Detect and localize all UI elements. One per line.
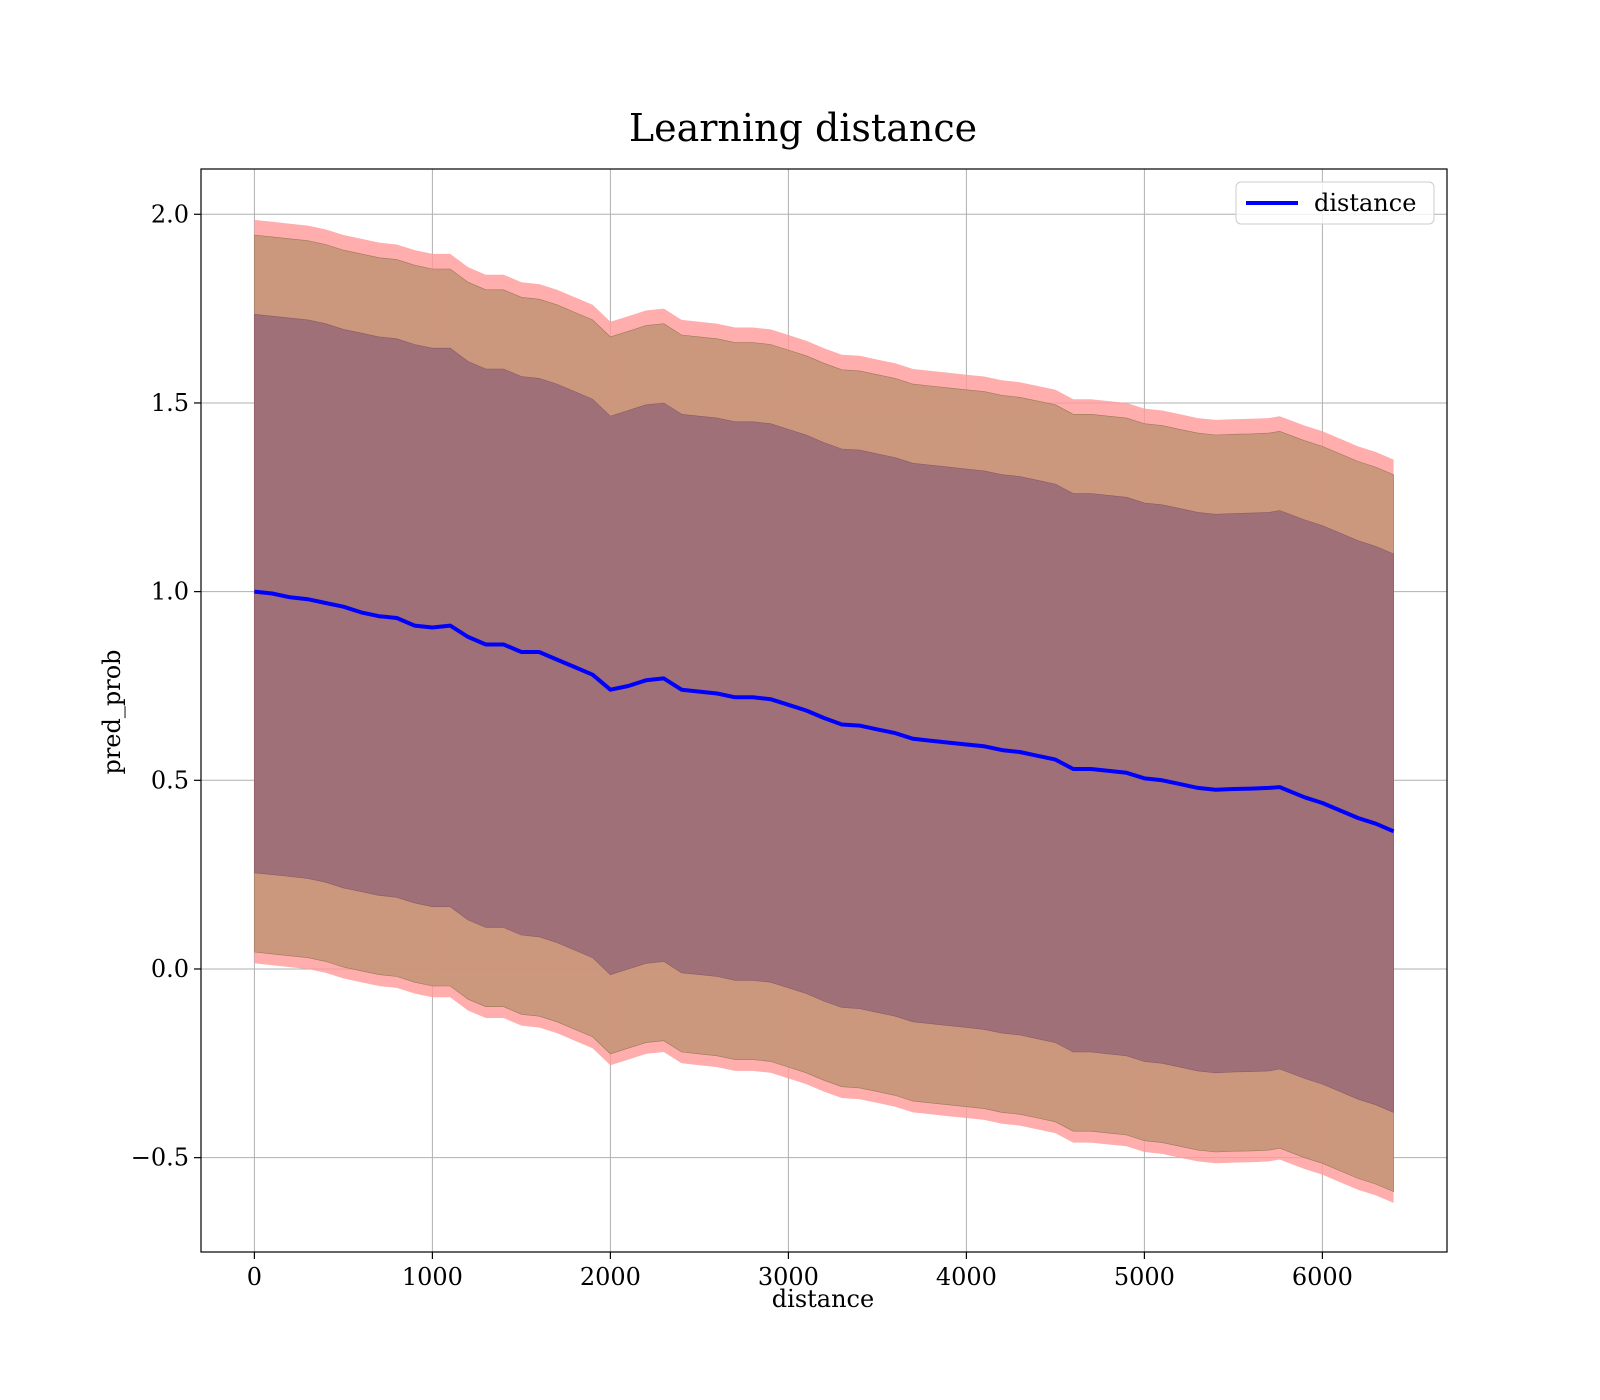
y-tick-label: −0.5 xyxy=(131,1144,189,1172)
x-tick-label: 2000 xyxy=(580,1263,641,1291)
x-tick-label: 3000 xyxy=(758,1263,819,1291)
y-tick-label: 1.0 xyxy=(151,578,189,606)
x-tick-label: 6000 xyxy=(1292,1263,1353,1291)
legend: distance xyxy=(1235,181,1435,225)
y-axis-label: pred_prob xyxy=(98,649,126,774)
y-tick-label: 0.0 xyxy=(151,955,189,983)
x-tick-label: 0 xyxy=(247,1263,262,1291)
x-tick-label: 1000 xyxy=(402,1263,463,1291)
plot-frame xyxy=(200,168,1448,1253)
chart-title: Learning distance xyxy=(629,106,977,150)
y-tick-label: 0.5 xyxy=(151,766,189,794)
x-tick-label: 4000 xyxy=(936,1263,997,1291)
x-axis-label: distance xyxy=(772,1285,874,1313)
x-tick-label: 5000 xyxy=(1114,1263,1175,1291)
legend-label: distance xyxy=(1314,189,1416,217)
legend-box xyxy=(1235,181,1435,225)
y-tick-label: 1.5 xyxy=(151,389,189,417)
plot-area: 0 1000 2000 3000 4000 5000 6000 −0.5 0.0 0.5 1.0 1.… xyxy=(131,168,1448,1291)
confidence-band-inner xyxy=(254,313,1394,1113)
y-tick-label: 2.0 xyxy=(151,200,189,228)
series-line-distance xyxy=(254,589,1395,834)
